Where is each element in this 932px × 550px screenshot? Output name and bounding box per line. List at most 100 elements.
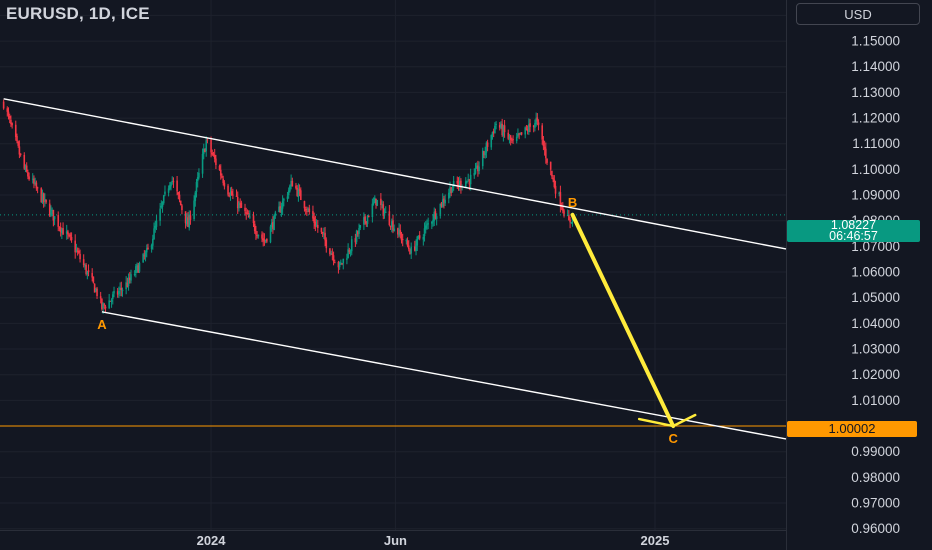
candle-body (34, 182, 36, 185)
candle-body (154, 225, 157, 229)
candle-body (490, 135, 493, 148)
candle-body (313, 217, 315, 223)
candle-body (67, 231, 69, 235)
candle-body (96, 288, 98, 297)
candle-body (519, 132, 522, 135)
candle-body (119, 287, 121, 290)
candle-body (75, 249, 78, 252)
candle-body (414, 246, 416, 251)
candle-body (380, 198, 382, 206)
candle-body (189, 215, 192, 220)
candle-body (85, 264, 87, 275)
candle-body (272, 222, 274, 229)
candle-body (460, 180, 462, 188)
currency-button[interactable]: USD (796, 3, 920, 25)
candle-body (194, 192, 197, 202)
price-tick-label: 1.05000 (851, 290, 900, 305)
candle-body (566, 215, 569, 217)
candle-body (298, 188, 301, 191)
candle-body (177, 192, 180, 195)
candle-body (332, 255, 335, 262)
candle-body (135, 266, 137, 274)
candle-body (61, 228, 63, 234)
candle-body (27, 172, 29, 177)
candle-body (188, 214, 191, 228)
time-tick-label: Jun (384, 533, 407, 548)
candle-body (238, 202, 240, 209)
candle-body (511, 139, 513, 141)
candle-body (212, 153, 215, 156)
candle-body (262, 238, 265, 241)
candle-body (321, 231, 324, 234)
price-tick-label: 1.10000 (851, 162, 900, 177)
candle-body (240, 202, 243, 208)
candle-body (223, 182, 226, 187)
candle-body (155, 220, 158, 227)
candle-body (558, 192, 560, 194)
candle-body (355, 230, 358, 242)
candle-body (162, 195, 165, 204)
candle-body (552, 177, 554, 180)
candle-body (400, 234, 403, 241)
candle-body (230, 191, 233, 196)
candle-body (266, 238, 268, 242)
candle-body (435, 216, 438, 220)
candle-body (315, 224, 318, 227)
candle-body (541, 125, 543, 140)
candle-body (113, 290, 115, 294)
candle-body (464, 181, 467, 188)
symbol-title[interactable]: EURUSD, 1D, ICE (6, 4, 150, 23)
candle-body (512, 139, 514, 141)
candle-body (363, 217, 365, 225)
candle-body (348, 250, 351, 253)
candle-body (440, 202, 443, 207)
candle-body (500, 123, 502, 128)
candle-body (280, 207, 283, 213)
candle-body (153, 228, 155, 240)
candles (2, 99, 574, 314)
candle-body (79, 253, 81, 260)
candle-body (205, 140, 208, 152)
candle-body (2, 101, 5, 109)
candle-body (545, 148, 547, 159)
candle-body (14, 124, 17, 138)
candle-body (364, 216, 366, 222)
candle-body (84, 265, 86, 267)
candle-body (347, 249, 349, 259)
candle-body (457, 183, 460, 187)
candle-body (253, 223, 256, 232)
candle-body (563, 210, 565, 216)
candle-body (308, 208, 311, 213)
candle-body (495, 123, 497, 125)
candle-body (48, 203, 51, 216)
price-tick-label: 1.04000 (851, 316, 900, 331)
candle-body (110, 299, 113, 302)
candle-body (160, 205, 163, 208)
candle-body (41, 193, 44, 203)
candle-body (337, 262, 340, 268)
candle-body (570, 221, 573, 223)
candle-body (444, 199, 446, 204)
candle-body (354, 238, 357, 243)
candle-body (382, 204, 385, 216)
candle-body (228, 195, 231, 197)
candle-body (350, 239, 353, 252)
candle-body (501, 123, 503, 136)
candle-body (24, 166, 27, 170)
candle-body (86, 271, 89, 275)
candle-body (239, 203, 241, 205)
candle-body (7, 111, 10, 116)
candle-body (450, 187, 453, 194)
candle-body (198, 172, 200, 178)
candle-body (125, 282, 127, 290)
candle-body (303, 201, 306, 209)
candle-body (381, 203, 383, 205)
candle-body (434, 211, 437, 219)
candle-body (432, 219, 434, 223)
candle-body (164, 191, 166, 195)
candle-body (483, 151, 485, 155)
candle-body (99, 296, 102, 299)
candle-body (28, 176, 30, 180)
